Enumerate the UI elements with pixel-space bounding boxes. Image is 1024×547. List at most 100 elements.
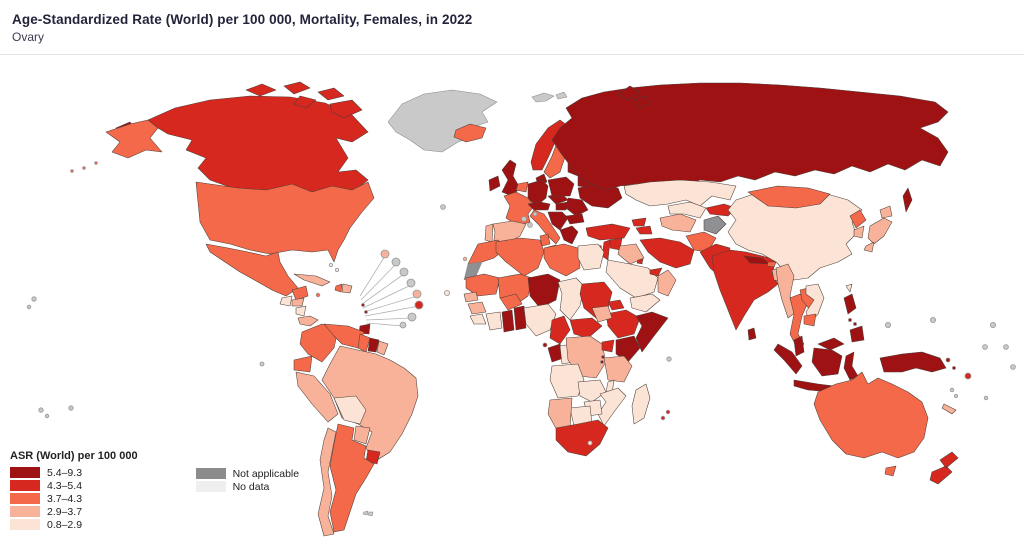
comoros-island[interactable] [666, 356, 672, 362]
country-iran[interactable] [639, 237, 695, 269]
pacific-island[interactable] [44, 413, 50, 419]
country-falkland-islands[interactable] [362, 510, 374, 517]
country-tajikistan[interactable] [703, 215, 727, 235]
country-philippines-mindanao[interactable] [849, 325, 865, 343]
mediterranean-island[interactable] [532, 211, 538, 217]
caribbean-island-marker[interactable] [407, 312, 417, 322]
country-russia-novaya-zemlya[interactable] [617, 85, 651, 109]
country-france[interactable] [503, 191, 535, 227]
pacific-island[interactable] [38, 407, 44, 413]
country-guatemala[interactable] [279, 295, 293, 307]
country-armenia-azerbaijan[interactable] [635, 225, 653, 235]
country-libya[interactable] [543, 243, 581, 277]
country-somalia[interactable] [635, 311, 669, 353]
caribbean-island-marker[interactable] [399, 321, 407, 329]
country-mexico-yucatan[interactable] [291, 285, 309, 301]
country-south-korea[interactable] [853, 225, 865, 239]
country-dominican-republic[interactable] [341, 283, 353, 294]
country-bhutan[interactable] [766, 261, 777, 268]
country-italy[interactable] [529, 209, 561, 245]
rwanda-burundi[interactable] [601, 354, 606, 359]
country-gulf-states[interactable] [649, 267, 663, 277]
country-canada-baffin[interactable] [329, 99, 363, 119]
country-russia-sakhalin[interactable] [902, 187, 913, 213]
country-senegal-gambia[interactable] [463, 291, 479, 303]
fiji-island[interactable] [964, 372, 972, 380]
aleutian-island[interactable] [94, 161, 98, 165]
pacific-island[interactable] [930, 316, 937, 323]
country-new-zealand[interactable] [929, 451, 959, 485]
caribbean-island-marker[interactable] [414, 300, 424, 310]
country-canada-arctic[interactable] [245, 83, 277, 97]
country-japan-hokkaido[interactable] [879, 205, 893, 219]
country-bolivia[interactable] [333, 395, 367, 425]
country-indonesia-sulawesi[interactable] [843, 351, 859, 381]
country-nicaragua[interactable] [295, 305, 307, 317]
philippines-visayas-island[interactable] [853, 321, 858, 326]
caribbean-island-marker[interactable] [412, 289, 422, 299]
country-australia[interactable] [813, 371, 929, 459]
aleutian-island[interactable] [82, 166, 86, 170]
country-mauritania[interactable] [465, 273, 501, 297]
country-switzerland-austria[interactable] [527, 201, 551, 211]
reunion-island[interactable] [660, 415, 666, 421]
pacific-island[interactable] [1010, 364, 1016, 370]
country-uzbekistan[interactable] [667, 201, 707, 219]
country-ivory-coast[interactable] [485, 311, 503, 331]
country-saudi-arabia[interactable] [605, 259, 659, 299]
country-china[interactable] [727, 187, 863, 281]
country-kazakhstan[interactable] [623, 179, 737, 207]
country-paraguay[interactable] [353, 425, 371, 445]
aleutian-island[interactable] [70, 169, 74, 173]
country-oman[interactable] [657, 269, 677, 297]
country-afghanistan[interactable] [685, 231, 717, 253]
vanuatu-island[interactable] [954, 393, 959, 398]
country-cuba[interactable] [293, 273, 331, 287]
country-russia[interactable] [551, 82, 949, 191]
country-hungary[interactable] [555, 201, 569, 211]
country-suriname[interactable] [367, 337, 380, 353]
rwanda-burundi[interactable] [600, 359, 605, 364]
country-south-africa[interactable] [555, 419, 609, 457]
country-ireland[interactable] [488, 175, 501, 192]
country-ethiopia[interactable] [605, 309, 641, 339]
country-levant[interactable] [601, 239, 611, 261]
country-togo-benin[interactable] [513, 305, 527, 331]
country-costa-rica-panama[interactable] [297, 315, 319, 327]
philippines-visayas-island[interactable] [848, 317, 853, 322]
equatorial-guinea-island[interactable] [542, 342, 548, 348]
country-mexico[interactable] [205, 243, 299, 297]
caribbean-island-marker[interactable] [391, 257, 401, 267]
bahamas-island[interactable] [328, 262, 333, 267]
country-taiwan[interactable] [845, 283, 853, 293]
country-eritrea[interactable] [607, 299, 625, 311]
country-mongolia[interactable] [747, 185, 831, 209]
country-nigeria[interactable] [523, 303, 557, 337]
country-usa[interactable] [195, 181, 375, 263]
corsica-sardinia-island[interactable] [521, 216, 527, 222]
country-indonesia-borneo[interactable] [811, 347, 843, 377]
canary-island[interactable] [462, 256, 468, 262]
country-french-guiana[interactable] [376, 340, 389, 356]
country-benelux[interactable] [515, 181, 529, 193]
country-poland[interactable] [547, 176, 575, 197]
jamaica-island[interactable] [315, 292, 321, 298]
country-cameroon[interactable] [549, 315, 571, 345]
country-svalbard[interactable] [531, 91, 568, 103]
country-bulgaria[interactable] [565, 213, 585, 225]
caribbean-island-marker[interactable] [399, 267, 409, 277]
country-iceland[interactable] [453, 123, 487, 143]
country-mozambique[interactable] [597, 387, 627, 427]
country-haiti[interactable] [334, 283, 343, 293]
country-turkey[interactable] [585, 223, 631, 241]
country-kenya[interactable] [615, 335, 641, 363]
country-western-balkans[interactable] [547, 211, 569, 231]
country-india[interactable] [711, 249, 779, 331]
country-sri-lanka[interactable] [747, 327, 757, 341]
mauritius-island[interactable] [665, 409, 671, 415]
country-yemen[interactable] [629, 293, 661, 313]
country-georgia[interactable] [631, 217, 647, 227]
pacific-island[interactable] [1003, 344, 1009, 350]
pacific-island[interactable] [885, 321, 892, 328]
country-south-sudan[interactable] [591, 305, 613, 323]
